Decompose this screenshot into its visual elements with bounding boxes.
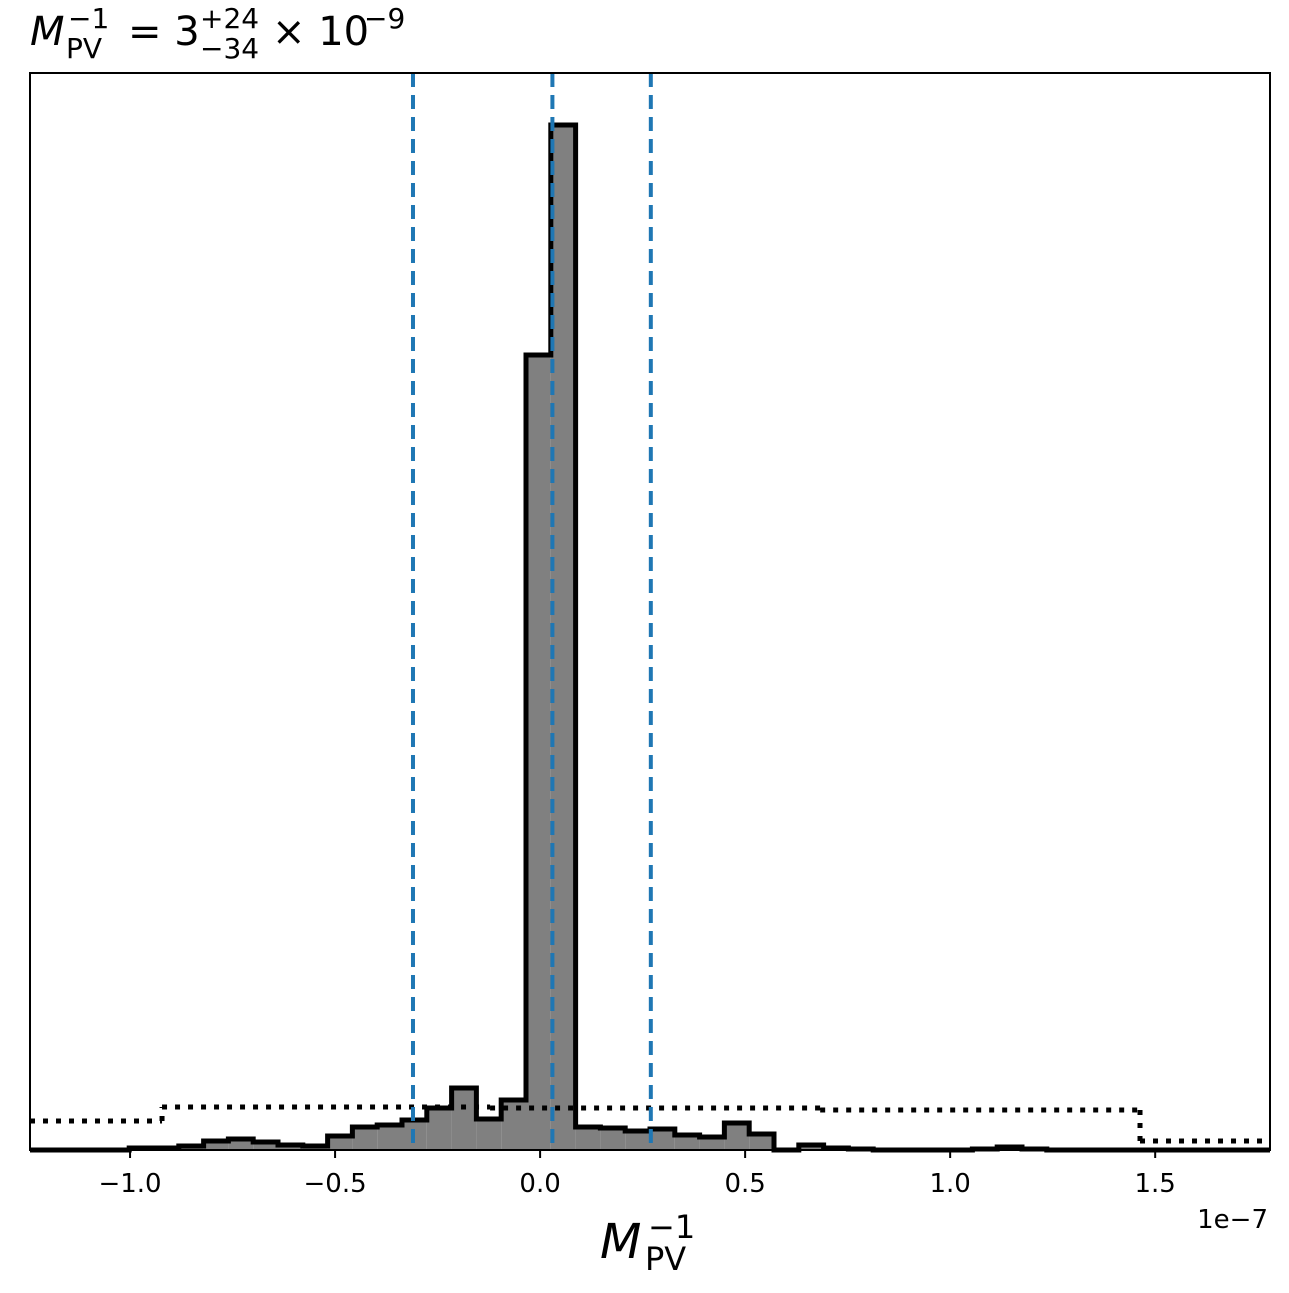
histogram-bar (600, 1128, 626, 1150)
x-label-sup: −1 (648, 1208, 695, 1246)
x-tick-label: 1.5 (1135, 1169, 1176, 1199)
histogram-bar (650, 1129, 675, 1150)
histogram-bar (625, 1131, 650, 1150)
x-tick-label: −0.5 (304, 1169, 367, 1199)
x-tick-label: 1.0 (929, 1169, 970, 1199)
title-times: × 10 (272, 9, 369, 55)
histogram-bar (451, 1088, 477, 1150)
histogram-bar (749, 1134, 774, 1150)
histogram-bar (724, 1123, 750, 1150)
histogram-bar (699, 1137, 725, 1150)
title-minus: −34 (200, 32, 259, 65)
title-exp: −9 (364, 2, 405, 35)
title-sup: −1 (68, 2, 109, 35)
title-plus: +24 (200, 2, 259, 35)
chart-title: M −1 PV = 3 +24 −34 × 10 −9 (30, 2, 405, 65)
x-tick-label: −1.0 (98, 1169, 161, 1199)
histogram-bar (476, 1119, 502, 1150)
x-tick-label: 0.5 (724, 1169, 765, 1199)
x-label-sub: PV (645, 1240, 686, 1278)
x-axis-label: M −1 PV (600, 1208, 695, 1278)
histogram-bar (352, 1127, 378, 1150)
plot-area (30, 73, 1270, 1153)
histogram-bar (327, 1136, 353, 1150)
histogram-bar (253, 1142, 278, 1150)
histogram-bar (674, 1135, 700, 1150)
histogram-bar (575, 1127, 601, 1150)
histogram-bar (228, 1139, 254, 1150)
x-tick-label: 0.0 (519, 1169, 560, 1199)
histogram-bar (203, 1141, 229, 1150)
histogram-bar (550, 125, 576, 1150)
x-label-symbol: M (600, 1214, 641, 1270)
axes-frame (29, 72, 1271, 1151)
histogram-bar (426, 1108, 452, 1150)
title-eq: = 3 (128, 9, 200, 55)
histogram-bar (377, 1125, 402, 1150)
title-sub: PV (66, 32, 102, 65)
title-symbol: M (30, 9, 65, 55)
histogram-bar (526, 355, 551, 1150)
x-offset-label: 1e−7 (1197, 1205, 1268, 1235)
